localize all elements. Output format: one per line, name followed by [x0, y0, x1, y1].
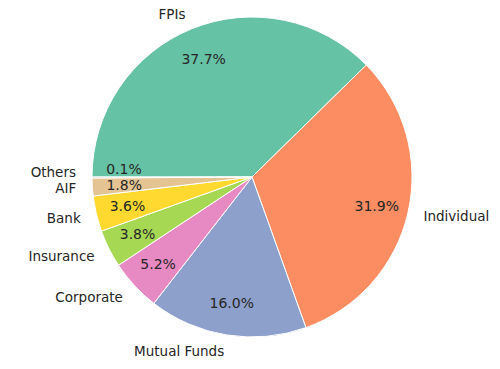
data-label: 3.6%: [110, 198, 146, 214]
category-label: Mutual Funds: [134, 343, 224, 359]
category-label: Corporate: [55, 289, 123, 305]
data-label: 16.0%: [210, 295, 254, 311]
category-label: Bank: [47, 210, 81, 226]
data-label: 0.1%: [106, 161, 142, 177]
slices: [92, 17, 412, 337]
data-label: 1.8%: [106, 177, 142, 193]
data-label: 37.7%: [181, 51, 225, 67]
data-label: 31.9%: [355, 198, 399, 214]
category-label: Insurance: [28, 248, 94, 264]
category-label: FPIs: [159, 6, 186, 22]
slice: [92, 177, 252, 196]
chart: FPIs Individual Mutual Funds Corporate Insur…: [0, 0, 500, 369]
data-label: 3.8%: [120, 226, 156, 242]
category-label: Individual: [424, 208, 490, 224]
category-label: AIF: [55, 180, 76, 196]
data-label: 5.2%: [140, 256, 176, 272]
category-label: Others: [31, 164, 76, 180]
labels: FPIs Individual Mutual Funds Corporate Insur…: [28, 6, 489, 359]
